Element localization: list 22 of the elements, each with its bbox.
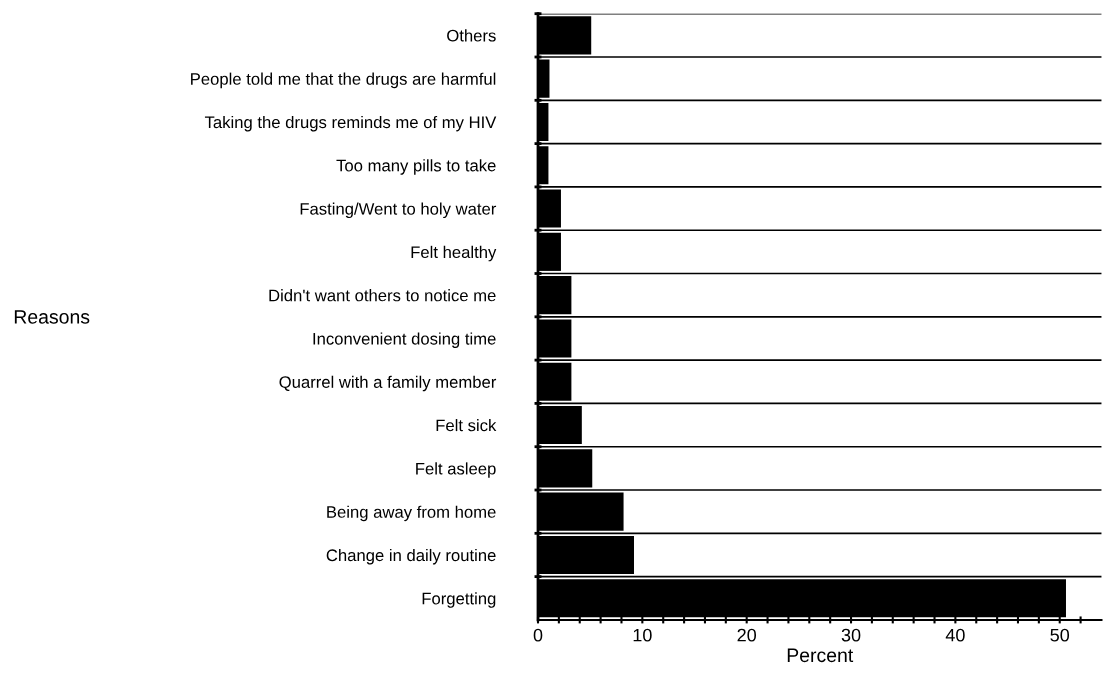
text: Reasons bbox=[14, 310, 90, 324]
y-tick-label: Fasting/Went to holy water bbox=[300, 202, 497, 219]
y-tick-label: Felt asleep bbox=[416, 462, 496, 478]
y-tick-label: People told me that the drugs are harmful bbox=[191, 72, 496, 89]
y-tick-label: Felt healthy bbox=[411, 245, 497, 262]
x-axis-title: Percent bbox=[787, 648, 854, 663]
x-tick-label: 50 bbox=[1050, 628, 1070, 642]
y-tick-label: Others bbox=[447, 29, 496, 42]
y-tick-label: Too many pills to take bbox=[336, 159, 496, 175]
y-tick-label: Being away from home bbox=[327, 505, 496, 522]
y-tick-label: Taking the drugs reminds me of my HIV bbox=[204, 115, 497, 132]
x-tick-label: 40 bbox=[945, 628, 965, 642]
x-tick-label: 20 bbox=[737, 628, 757, 642]
x-tick-label: 0 bbox=[533, 628, 543, 642]
y-tick-label: Didn't want others to notice me bbox=[269, 289, 496, 302]
x-tick-label: 30 bbox=[841, 628, 861, 642]
y-tick-label: Inconvenient dosing time bbox=[313, 332, 496, 348]
y-tick-label: Quarrel with a family member bbox=[279, 375, 497, 392]
y-tick-label: Felt sick bbox=[436, 419, 497, 432]
y-tick-label: Change in daily routine bbox=[326, 548, 496, 565]
y-tick-label: Forgetting bbox=[422, 592, 496, 608]
x-tick-label: 10 bbox=[633, 628, 652, 642]
